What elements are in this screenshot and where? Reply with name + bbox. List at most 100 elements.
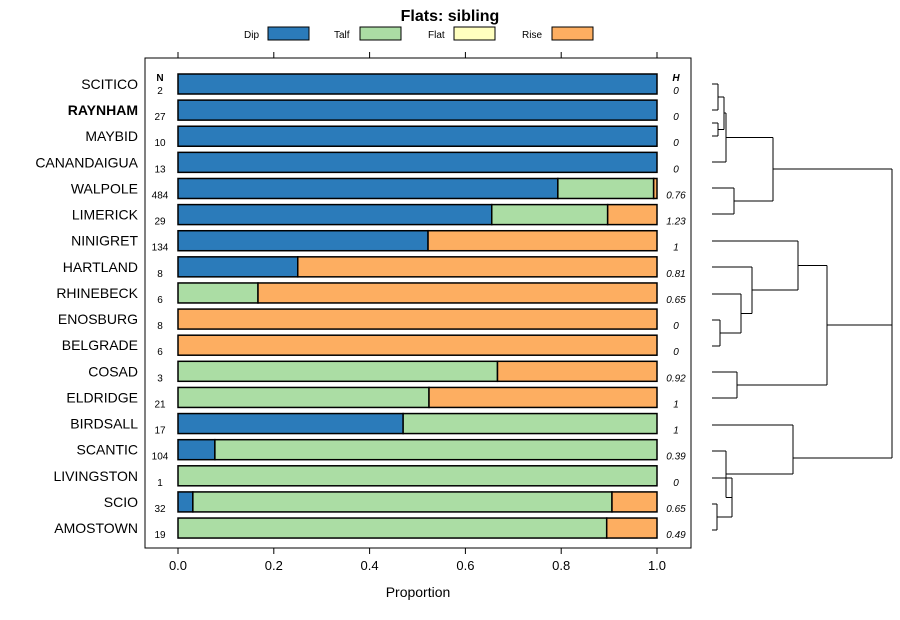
bar-segment-rise (177, 334, 658, 356)
x-tick-label: 1.0 (648, 558, 666, 573)
bar-segment-dip (177, 203, 493, 226)
category-label: ENOSBURG (58, 311, 138, 327)
category-label: RAYNHAM (68, 102, 138, 118)
chart-title: Flats: sibling (401, 8, 500, 25)
bar-segment-rise (177, 308, 658, 330)
x-tick-label: 0.2 (265, 558, 283, 573)
legend-swatch-flat (453, 26, 496, 41)
category-label: SCANTIC (77, 442, 138, 458)
bar-segment-talf (177, 465, 658, 487)
category-label: CANANDAIGUA (35, 154, 138, 170)
x-tick-label: 0.8 (552, 558, 570, 573)
legend: Dip Talf Flat Rise (244, 26, 594, 41)
h-value: 1.23 (666, 217, 686, 228)
h-value: 0 (673, 164, 679, 175)
n-value: 10 (154, 138, 166, 149)
category-label: ELDRIDGE (66, 389, 138, 405)
n-value: 6 (157, 347, 163, 358)
n-header: N (156, 73, 163, 84)
legend-swatch-dip (267, 26, 310, 41)
n-value: 1 (157, 478, 163, 489)
bar-segment-dip (177, 491, 194, 513)
category-label: WALPOLE (71, 180, 138, 196)
n-value: 8 (157, 321, 163, 332)
category-label: RHINEBECK (56, 285, 138, 301)
bar-segment-dip (177, 229, 429, 252)
category-label: LIMERICK (72, 207, 139, 223)
h-value: 0 (673, 347, 679, 358)
n-value: 134 (152, 243, 169, 254)
bar-segment-rise (605, 517, 658, 539)
n-value: 19 (154, 530, 166, 541)
bar-segment-talf (177, 517, 608, 539)
legend-swatch-talf (359, 26, 402, 41)
category-label: SCITICO (81, 76, 138, 92)
bar-segment-dip (177, 125, 658, 147)
legend-label-talf: Talf (334, 30, 350, 41)
legend-label-dip: Dip (244, 30, 259, 41)
h-value: 0.76 (666, 190, 686, 201)
bar-segment-dip (177, 177, 559, 200)
n-value: 32 (154, 504, 166, 515)
h-value: 0.81 (666, 269, 685, 280)
h-header: H (672, 73, 680, 84)
h-value: 1 (673, 399, 679, 410)
h-value: 0.39 (666, 452, 686, 463)
category-label: BELGRADE (62, 337, 138, 353)
bar-segment-dip (177, 438, 216, 461)
h-value: 0 (673, 478, 679, 489)
n-value: 17 (154, 426, 166, 437)
category-label: COSAD (88, 363, 138, 379)
bar-segment-dip (177, 73, 658, 95)
n-value: 104 (152, 452, 169, 463)
category-label: LIVINGSTON (53, 468, 138, 484)
h-value: 0 (673, 86, 679, 97)
n-value: 2 (157, 86, 163, 97)
bar-segment-talf (177, 386, 430, 409)
n-value: 484 (152, 190, 169, 201)
x-tick-label: 0.0 (169, 558, 187, 573)
category-label: SCIO (104, 494, 138, 510)
bar-segment-dip (177, 99, 658, 121)
h-value: 0 (673, 138, 679, 149)
legend-swatch-rise (551, 26, 594, 41)
h-value: 1 (673, 243, 679, 254)
n-value: 27 (154, 112, 166, 123)
x-tick-label: 0.6 (456, 558, 474, 573)
legend-label-rise: Rise (522, 30, 542, 41)
bar-segment-rise (427, 229, 658, 252)
n-value: 29 (154, 217, 166, 228)
bar-segment-dip (177, 412, 404, 435)
bar-segment-talf (177, 360, 499, 383)
bar-segment-rise (652, 177, 658, 200)
dendrogram (712, 83, 893, 531)
legend-label-flat: Flat (428, 30, 445, 41)
h-value: 0.92 (666, 373, 686, 384)
bar-segment-rise (606, 203, 658, 226)
bar-segment-talf (214, 438, 658, 461)
n-value: 6 (157, 295, 163, 306)
n-value: 21 (154, 399, 166, 410)
bar-segment-talf (402, 412, 658, 435)
category-label: MAYBID (85, 128, 138, 144)
bar-segment-talf (557, 177, 655, 200)
bar-segment-talf (490, 203, 609, 226)
x-tick-label: 0.4 (361, 558, 379, 573)
h-value: 0.49 (666, 530, 686, 541)
category-label: HARTLAND (63, 259, 138, 275)
h-value: 0 (673, 112, 679, 123)
plot-frame (144, 57, 692, 549)
bar-segment-rise (496, 360, 658, 383)
bar-segment-rise (257, 282, 658, 304)
bar-segment-rise (611, 491, 658, 513)
n-value: 3 (157, 373, 163, 384)
h-value: 0 (673, 321, 679, 332)
bar-segment-dip (177, 151, 658, 174)
bar-segment-rise (428, 386, 658, 409)
h-value: 0.65 (666, 295, 686, 306)
bar-segment-talf (192, 491, 613, 513)
x-axis: 0.0 0.2 0.4 0.6 0.8 1.0 (169, 52, 666, 573)
x-axis-label: Proportion (386, 584, 451, 600)
